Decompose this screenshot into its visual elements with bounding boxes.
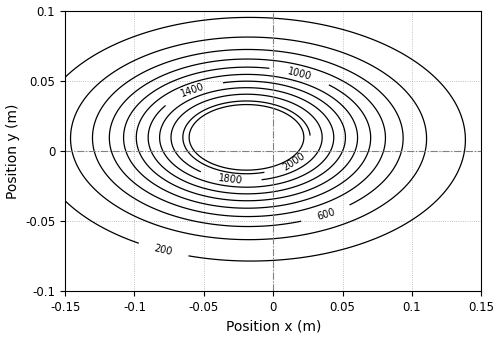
X-axis label: Position x (m): Position x (m): [226, 319, 321, 334]
Text: 2000: 2000: [280, 151, 306, 173]
Text: 200: 200: [154, 244, 174, 258]
Text: 1800: 1800: [218, 173, 244, 186]
Text: 600: 600: [316, 207, 336, 222]
Text: 1000: 1000: [286, 66, 313, 82]
Text: 1400: 1400: [180, 81, 206, 99]
Y-axis label: Position y (m): Position y (m): [6, 103, 20, 199]
